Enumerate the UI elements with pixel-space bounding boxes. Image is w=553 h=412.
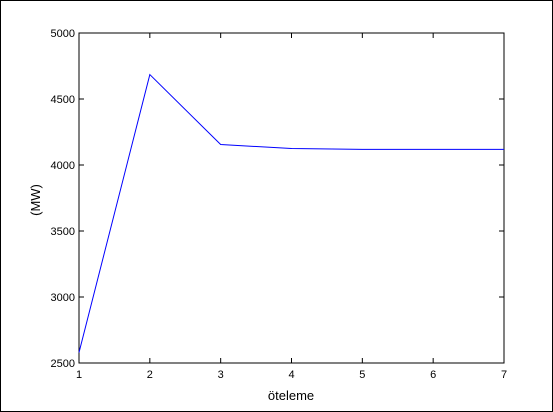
plot-area [78, 32, 505, 364]
y-tick-label: 3000 [51, 292, 75, 304]
x-axis-label: öteleme [268, 388, 314, 403]
y-axis-label: (MW) [28, 184, 43, 216]
y-tick-label: 4000 [51, 160, 75, 172]
x-tick-label: 4 [288, 369, 294, 381]
x-tick-label: 5 [359, 369, 365, 381]
series-line-0 [78, 73, 504, 353]
x-tick-label: 2 [147, 369, 153, 381]
y-tick-label: 2500 [51, 358, 75, 370]
x-tick-label: 6 [430, 369, 436, 381]
x-axis: 1 2 3 4 5 6 7 [76, 33, 507, 381]
y-tick-label: 3500 [51, 226, 75, 238]
y-axis: 2500 3000 3500 4000 4500 5000 [51, 28, 504, 370]
series-group [78, 73, 504, 353]
y-tick-label: 4500 [51, 94, 75, 106]
x-tick-label: 7 [501, 369, 507, 381]
plot-frame [78, 32, 505, 364]
y-tick-label: 5000 [51, 28, 75, 40]
x-tick-label: 1 [76, 369, 82, 381]
x-tick-label: 3 [218, 369, 224, 381]
